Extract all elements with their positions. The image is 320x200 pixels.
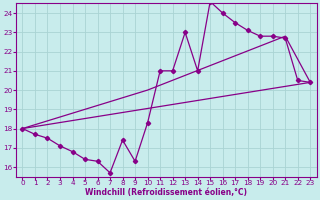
X-axis label: Windchill (Refroidissement éolien,°C): Windchill (Refroidissement éolien,°C) bbox=[85, 188, 247, 197]
